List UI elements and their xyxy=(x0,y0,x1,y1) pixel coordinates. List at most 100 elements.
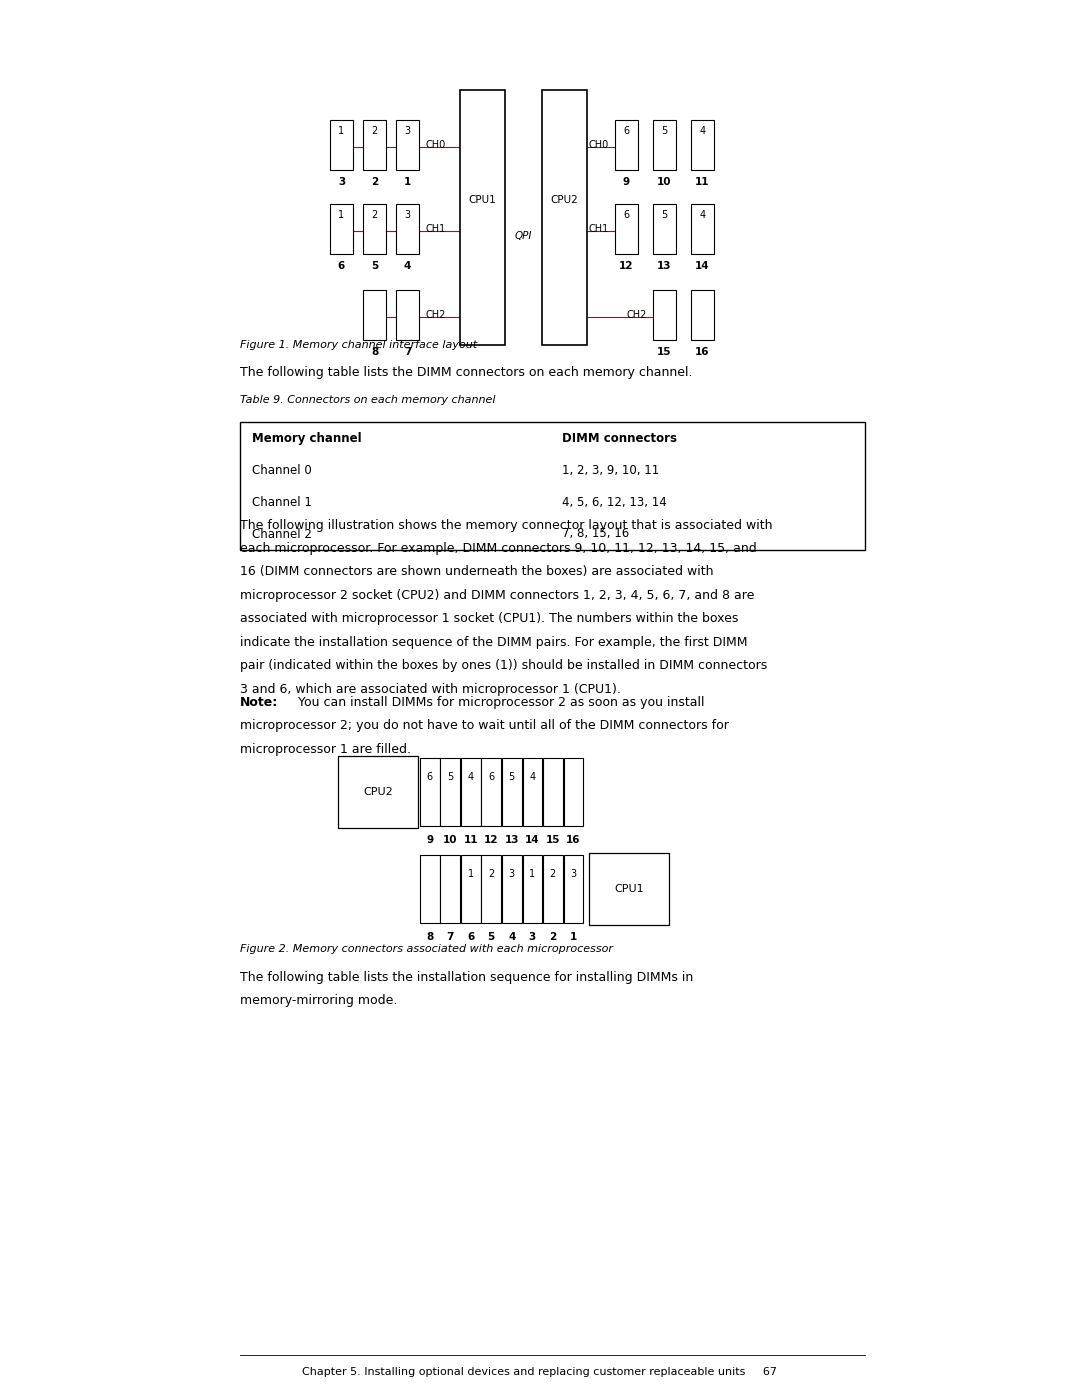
Text: 2: 2 xyxy=(549,932,556,942)
Bar xyxy=(691,291,714,339)
Text: 3: 3 xyxy=(338,177,346,187)
Text: CH0: CH0 xyxy=(426,140,445,149)
Text: 2: 2 xyxy=(488,869,495,879)
Text: 16: 16 xyxy=(696,346,710,358)
Bar xyxy=(363,291,386,339)
Bar xyxy=(691,204,714,254)
Text: CH1: CH1 xyxy=(589,224,609,235)
Bar xyxy=(564,855,583,923)
Text: 12: 12 xyxy=(484,835,499,845)
Bar xyxy=(240,422,865,550)
Text: 2: 2 xyxy=(550,869,556,879)
Text: 15: 15 xyxy=(545,835,561,845)
Text: 6: 6 xyxy=(623,210,630,219)
Bar xyxy=(502,855,522,923)
Text: microprocessor 2; you do not have to wait until all of the DIMM connectors for: microprocessor 2; you do not have to wai… xyxy=(240,719,729,732)
Text: CPU2: CPU2 xyxy=(551,194,579,204)
Text: The following illustration shows the memory connector layout that is associated : The following illustration shows the mem… xyxy=(240,518,772,531)
Text: microprocessor 2 socket (CPU2) and DIMM connectors 1, 2, 3, 4, 5, 6, 7, and 8 ar: microprocessor 2 socket (CPU2) and DIMM … xyxy=(240,590,754,602)
Text: Table 9. Connectors on each memory channel: Table 9. Connectors on each memory chann… xyxy=(240,395,496,405)
Text: 8: 8 xyxy=(370,346,378,358)
Text: 6: 6 xyxy=(427,773,433,782)
Text: 16: 16 xyxy=(566,835,581,845)
Bar xyxy=(330,120,353,170)
Text: Channel 1: Channel 1 xyxy=(252,496,312,509)
Text: 15: 15 xyxy=(658,346,672,358)
Bar xyxy=(363,120,386,170)
Text: 4: 4 xyxy=(529,773,536,782)
Bar xyxy=(396,204,419,254)
Text: 6: 6 xyxy=(488,773,495,782)
Bar xyxy=(523,759,542,826)
Text: 6: 6 xyxy=(468,932,474,942)
Bar xyxy=(589,854,669,925)
Text: 1: 1 xyxy=(338,126,345,136)
Text: 3: 3 xyxy=(404,210,410,219)
Bar xyxy=(330,204,353,254)
Text: You can install DIMMs for microprocessor 2 as soon as you install: You can install DIMMs for microprocessor… xyxy=(291,696,704,708)
Text: Channel 0: Channel 0 xyxy=(252,464,312,476)
Text: 4, 5, 6, 12, 13, 14: 4, 5, 6, 12, 13, 14 xyxy=(562,496,666,509)
Bar xyxy=(460,89,505,345)
Bar xyxy=(653,291,676,339)
Text: Memory channel: Memory channel xyxy=(252,432,362,444)
Bar xyxy=(543,855,563,923)
Text: 14: 14 xyxy=(696,261,710,271)
Text: The following table lists the DIMM connectors on each memory channel.: The following table lists the DIMM conne… xyxy=(240,366,692,379)
Text: Note:: Note: xyxy=(240,696,279,708)
Bar xyxy=(615,120,638,170)
Bar xyxy=(461,759,481,826)
Text: 4: 4 xyxy=(700,210,705,219)
Text: 1: 1 xyxy=(338,210,345,219)
Text: 11: 11 xyxy=(463,835,478,845)
Text: 2: 2 xyxy=(372,210,378,219)
Text: 4: 4 xyxy=(700,126,705,136)
Text: microprocessor 1 are filled.: microprocessor 1 are filled. xyxy=(240,742,411,756)
Bar xyxy=(653,120,676,170)
Text: 5: 5 xyxy=(661,126,667,136)
Text: Figure 1. Memory channel interface layout: Figure 1. Memory channel interface layou… xyxy=(240,339,477,351)
Text: 7: 7 xyxy=(404,346,411,358)
Text: The following table lists the installation sequence for installing DIMMs in: The following table lists the installati… xyxy=(240,971,693,983)
Text: memory-mirroring mode.: memory-mirroring mode. xyxy=(240,995,397,1007)
Text: 3 and 6, which are associated with microprocessor 1 (CPU1).: 3 and 6, which are associated with micro… xyxy=(240,683,621,696)
Text: QPI: QPI xyxy=(515,231,532,240)
Bar xyxy=(461,855,481,923)
Bar xyxy=(441,855,460,923)
Bar xyxy=(502,759,522,826)
Text: 1: 1 xyxy=(529,869,536,879)
Text: CPU2: CPU2 xyxy=(363,787,393,798)
Text: 5: 5 xyxy=(488,932,495,942)
Text: 14: 14 xyxy=(525,835,540,845)
Text: 4: 4 xyxy=(468,773,474,782)
Text: 8: 8 xyxy=(427,932,433,942)
Text: CH2: CH2 xyxy=(426,310,445,320)
Text: 10: 10 xyxy=(443,835,458,845)
Text: 5: 5 xyxy=(447,773,454,782)
Text: each microprocessor. For example, DIMM connectors 9, 10, 11, 12, 13, 14, 15, and: each microprocessor. For example, DIMM c… xyxy=(240,542,757,555)
Text: 1: 1 xyxy=(569,932,577,942)
Text: 11: 11 xyxy=(696,177,710,187)
Text: 3: 3 xyxy=(404,126,410,136)
Text: 6: 6 xyxy=(338,261,346,271)
Text: CPU1: CPU1 xyxy=(469,194,497,204)
Text: 4: 4 xyxy=(508,932,515,942)
Bar xyxy=(396,291,419,339)
Text: 1: 1 xyxy=(468,869,474,879)
Bar xyxy=(396,120,419,170)
Text: 1, 2, 3, 9, 10, 11: 1, 2, 3, 9, 10, 11 xyxy=(562,464,659,476)
Bar xyxy=(338,756,418,828)
Text: 9: 9 xyxy=(623,177,630,187)
Bar xyxy=(482,759,501,826)
Text: 5: 5 xyxy=(370,261,378,271)
Text: CPU1: CPU1 xyxy=(615,884,644,894)
Bar xyxy=(543,759,563,826)
Text: 9: 9 xyxy=(427,835,433,845)
Text: CH2: CH2 xyxy=(626,310,647,320)
Text: 4: 4 xyxy=(404,261,411,271)
Text: 3: 3 xyxy=(509,869,515,879)
Text: Chapter 5. Installing optional devices and replacing customer replaceable units : Chapter 5. Installing optional devices a… xyxy=(302,1368,778,1377)
Text: 6: 6 xyxy=(623,126,630,136)
Text: 16 (DIMM connectors are shown underneath the boxes) are associated with: 16 (DIMM connectors are shown underneath… xyxy=(240,566,714,578)
Bar xyxy=(363,204,386,254)
